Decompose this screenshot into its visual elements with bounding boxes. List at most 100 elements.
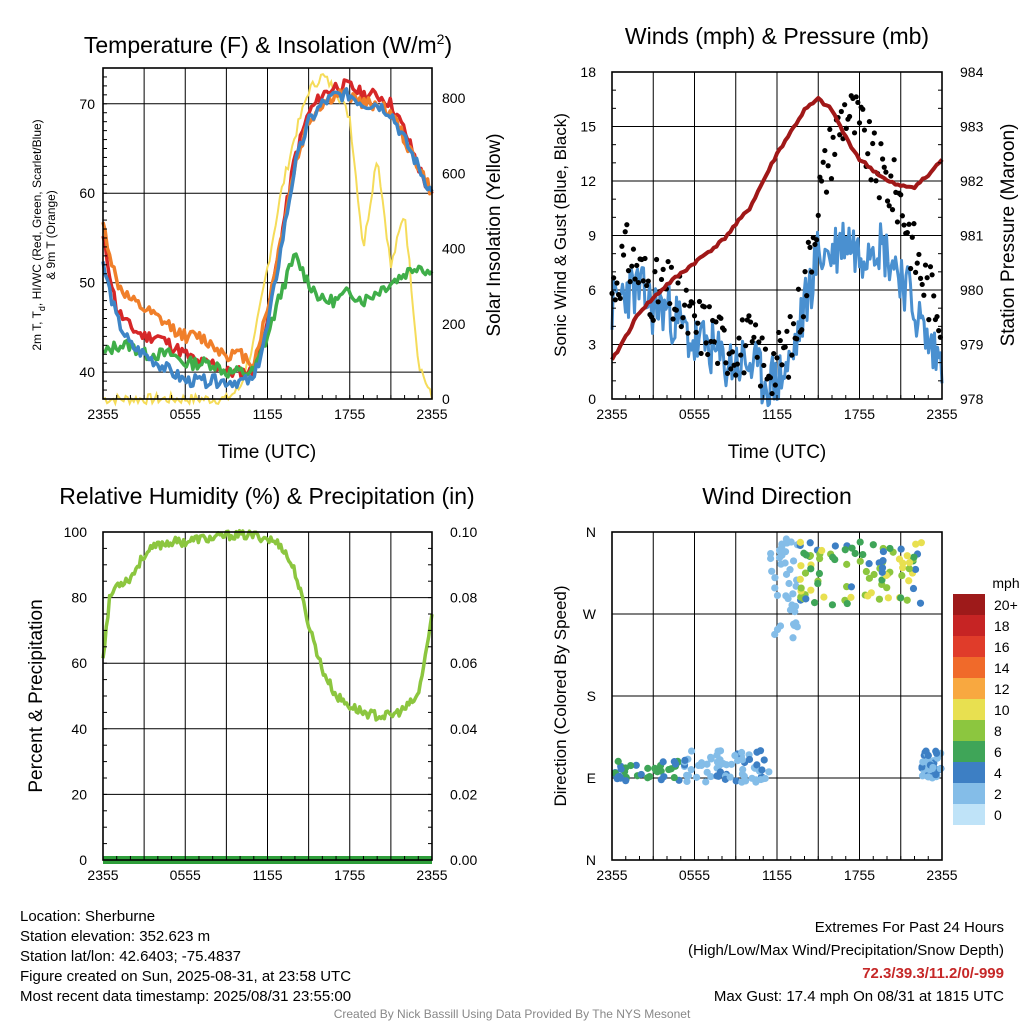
direction-point [785,579,793,588]
gust-point [860,106,866,112]
direction-point [767,549,775,558]
gust-point [761,362,767,369]
gust-point [612,297,618,303]
direction-point [797,562,805,570]
gust-point [721,327,727,333]
y-tick-label: 20 [71,786,87,802]
y-tick-label: W [583,606,597,622]
direction-point [632,761,640,769]
gust-point [690,300,696,306]
direction-point [903,596,911,604]
direction-point [829,553,837,561]
panel-humidity: 0 20 40 60 80 100 0.00 0.02 0.04 0.06 0.08 0.10 2355… [26,483,477,883]
colorbar-swatch [953,783,985,804]
direction-point [905,559,914,567]
y2-tick-label: 979 [960,337,984,353]
gust-point [653,256,660,263]
y2-tick-label: 0.10 [450,524,477,540]
x-tick-label: 1755 [844,406,875,422]
direction-point [911,565,920,574]
y-tick-label: 3 [588,337,596,353]
y2-tick-label: 982 [960,173,984,189]
gust-point [843,125,849,131]
gust-point [807,244,813,250]
y-axis-label-line2: & 9m T (Orange) [44,190,58,280]
direction-point [771,630,779,639]
direction-point [801,569,810,577]
direction-point [777,560,785,568]
gust-point [715,360,721,366]
extremes-title: Extremes For Past 24 Hours [814,919,1004,936]
y-axis-label: 2m T, Td, HI/WC (Red, Green, Scarlet/Blu… [30,119,47,350]
gust-point [921,292,927,298]
gust-point [914,260,920,266]
gust-point [924,275,930,281]
windchill-line [101,87,434,390]
direction-point [703,768,711,776]
gust-point [870,140,876,147]
gust-point [617,295,623,302]
colorbar-swatch [953,636,985,657]
colorbar-label: 0 [994,807,1002,823]
y-tick-label: E [587,770,596,786]
gust-point [876,195,882,201]
direction-point [787,538,795,546]
direction-point [916,599,925,607]
direction-point [841,546,849,554]
info-recent: Most recent data timestamp: 2025/08/31 2… [20,988,352,1005]
y2-tick-label: 800 [442,90,466,106]
gust-point [881,164,887,170]
gust-point [739,317,745,323]
gust-point [762,346,769,352]
colorbar-swatch [953,804,985,825]
gust-point [701,304,708,310]
direction-point [897,594,905,602]
direction-point [670,773,678,782]
direction-point [924,773,932,781]
gust-point [901,222,907,228]
gust-point [706,304,712,310]
direction-point [905,577,913,585]
gust-point [795,286,802,292]
gust-point [728,366,734,372]
y-tick-label: N [586,852,596,868]
gust-point [691,313,698,319]
y2-tick-label: 400 [442,241,466,257]
gust-point [794,336,800,342]
colorbar-swatch [953,720,985,741]
gust-point [729,349,736,355]
y2-tick-label: 981 [960,228,984,244]
y-label-part1: 2m T, T [30,310,44,350]
gust-point [818,178,825,184]
y-tick-label: 9 [588,228,596,244]
direction-point [738,778,746,786]
gust-point [927,264,934,270]
gust-point [686,303,693,309]
gust-point [851,130,858,136]
y2-tick-label: 984 [960,64,984,80]
direction-point [659,758,667,766]
colorbar-label: 8 [994,723,1002,739]
gust-point [774,355,780,361]
x-tick-label: 2355 [87,867,118,883]
gust-point [757,383,764,389]
colorbar-label: 14 [994,660,1010,676]
colorbar-label: 20+ [994,597,1018,613]
gust-point [644,282,650,289]
gust-point [856,120,863,126]
gust-point [922,262,929,268]
direction-point [789,620,798,628]
gust-point [683,287,689,293]
direction-point [688,747,696,755]
gust-point [823,189,830,195]
direction-point [670,758,678,766]
gust-point [868,177,874,183]
direction-point [806,539,814,547]
chart-title: Winds (mph) & Pressure (mb) [625,23,929,49]
gust-point [929,272,935,278]
gust-point [777,337,783,344]
gust-point [642,255,648,262]
direction-point [897,545,905,553]
direction-point [758,766,766,774]
gust-point [911,221,917,227]
